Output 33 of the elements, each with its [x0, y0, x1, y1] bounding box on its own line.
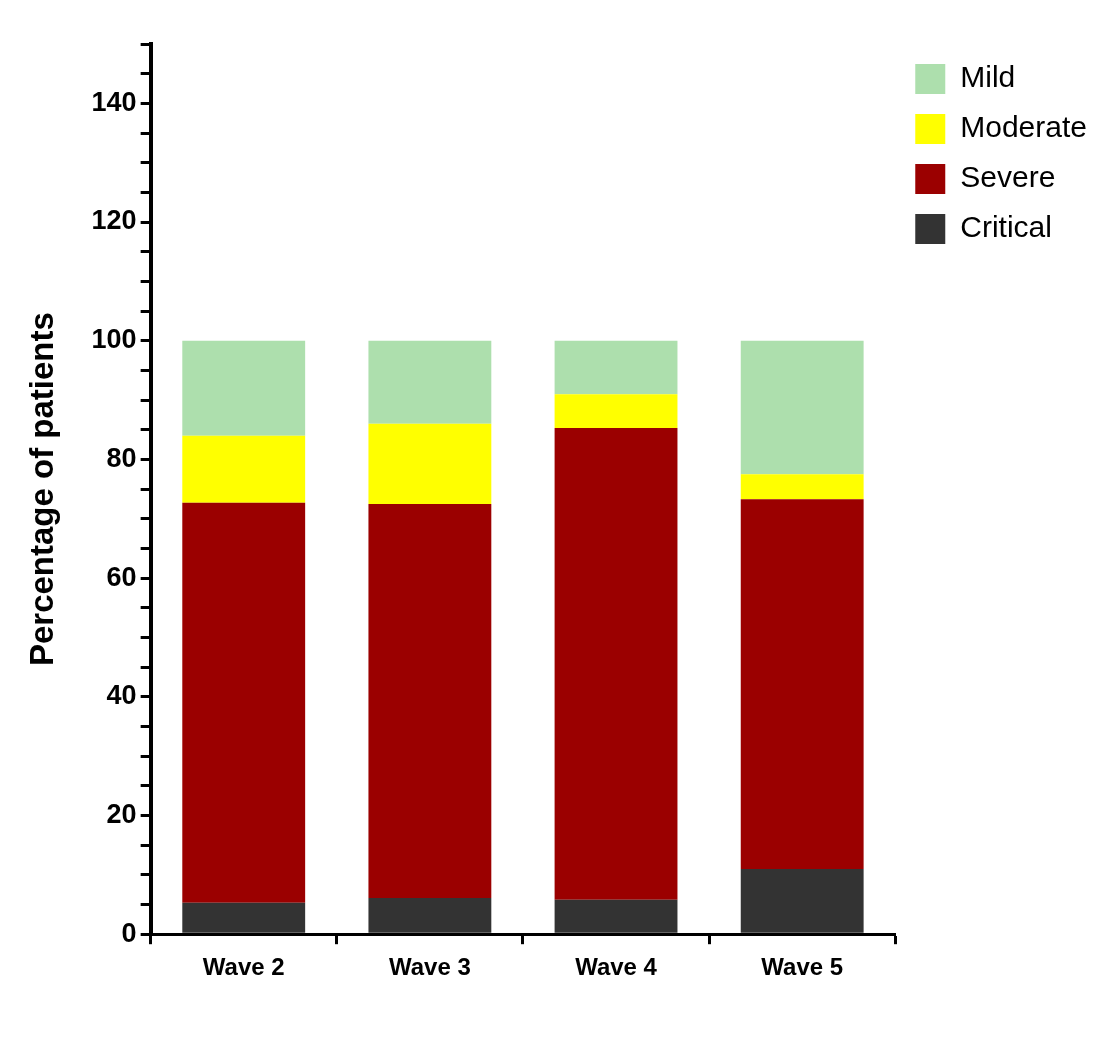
- y-tick-label: 120: [91, 205, 137, 236]
- legend-label: Critical: [960, 210, 1052, 244]
- legend-label: Mild: [960, 60, 1016, 94]
- bar: [554, 899, 678, 933]
- x-tick-label: Wave 2: [202, 953, 285, 981]
- bar: [368, 423, 492, 504]
- x-tick-label: Wave 3: [388, 953, 471, 981]
- y-tick-label: 60: [106, 561, 137, 592]
- legend-label: Moderate: [960, 110, 1088, 144]
- bar: [740, 474, 864, 500]
- y-axis-title: Percentage of patients: [22, 312, 60, 667]
- y-tick-label: 40: [106, 680, 137, 711]
- y-tick-label: 80: [106, 442, 137, 473]
- y-tick-label: 20: [106, 798, 137, 829]
- bar: [740, 340, 864, 475]
- bar: [182, 435, 306, 503]
- bar: [368, 340, 492, 424]
- x-tick-label: Wave 5: [761, 953, 844, 981]
- y-tick-label: 0: [121, 917, 137, 948]
- y-tick-label: 140: [91, 86, 137, 117]
- bar: [182, 902, 306, 933]
- x-tick-label: Wave 4: [575, 953, 658, 981]
- bar: [740, 868, 864, 933]
- bar: [554, 394, 678, 428]
- bar: [368, 503, 492, 898]
- bar: [554, 427, 678, 900]
- bar: [368, 898, 492, 933]
- y-tick-label: 100: [91, 324, 137, 355]
- bar: [182, 502, 306, 903]
- bar: [740, 499, 864, 869]
- bar: [182, 340, 306, 436]
- bar: [554, 340, 678, 395]
- legend-label: Severe: [960, 160, 1056, 194]
